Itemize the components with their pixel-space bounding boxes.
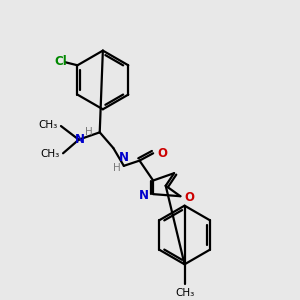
- Text: CH₃: CH₃: [39, 120, 58, 130]
- Text: Cl: Cl: [54, 55, 67, 68]
- Text: O: O: [157, 147, 167, 160]
- Text: CH₃: CH₃: [175, 288, 194, 298]
- Text: H: H: [112, 163, 120, 173]
- Text: O: O: [184, 191, 195, 204]
- Text: N: N: [139, 189, 149, 202]
- Text: N: N: [119, 151, 129, 164]
- Text: H: H: [85, 127, 93, 137]
- Text: CH₃: CH₃: [41, 149, 60, 159]
- Text: N: N: [75, 133, 85, 146]
